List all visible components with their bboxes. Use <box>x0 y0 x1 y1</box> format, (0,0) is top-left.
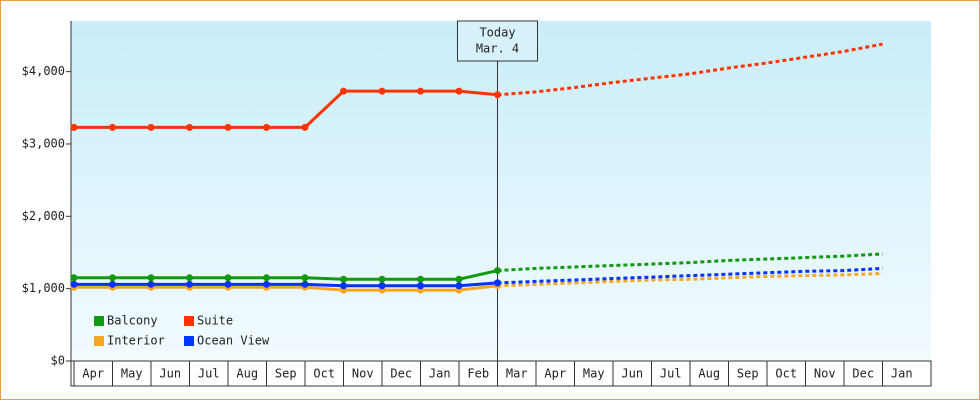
price-point <box>186 274 193 282</box>
legend-swatch <box>94 316 104 326</box>
x-tick-label: Nov <box>352 367 374 381</box>
legend-swatch <box>94 336 104 346</box>
x-tick-label: Aug <box>236 367 258 381</box>
price-point <box>417 87 424 95</box>
price-point <box>224 123 232 131</box>
price-point <box>70 123 78 131</box>
price-point <box>70 274 78 282</box>
price-point <box>340 87 347 95</box>
price-point <box>417 282 424 290</box>
plot-background <box>71 21 931 361</box>
price-point <box>263 274 270 282</box>
x-tick-label: Jun <box>621 367 643 381</box>
x-tick-label: Jun <box>159 367 181 381</box>
price-point <box>263 280 270 288</box>
x-tick-label: Sep <box>737 367 759 381</box>
price-point <box>224 274 232 282</box>
price-point <box>494 267 501 275</box>
y-tick-label: $0 <box>51 354 65 368</box>
price-point <box>186 123 193 131</box>
x-tick-label: Apr <box>544 367 566 381</box>
price-point <box>378 87 386 95</box>
legend-swatch <box>184 336 194 346</box>
y-tick-label: $2,000 <box>22 209 65 223</box>
price-point <box>109 280 116 288</box>
price-point <box>147 274 155 282</box>
forecast-line <box>497 266 883 285</box>
price-point <box>224 280 232 288</box>
x-tick-label: Feb <box>467 367 489 381</box>
price-point <box>340 282 347 290</box>
y-tick-label: $3,000 <box>22 136 65 150</box>
price-point <box>70 280 78 288</box>
forecast-line <box>497 42 883 97</box>
legend-label: Suite <box>197 314 233 328</box>
price-point <box>263 123 270 131</box>
x-tick-label: Oct <box>313 367 335 381</box>
legend-label: Ocean View <box>197 334 270 348</box>
x-tick-label: Nov <box>814 367 836 381</box>
legend-label: Interior <box>107 334 165 348</box>
price-line <box>74 269 498 281</box>
price-point <box>186 280 193 288</box>
x-tick-label: Jan <box>891 367 913 381</box>
price-point <box>147 123 155 131</box>
x-tick-label: Dec <box>852 367 874 381</box>
y-tick-label: $1,000 <box>22 281 65 295</box>
price-line <box>74 281 498 288</box>
x-tick-label: Sep <box>275 367 297 381</box>
price-point <box>455 87 463 95</box>
price-point <box>417 275 424 283</box>
x-axis-band <box>70 360 932 387</box>
today-label: Today <box>479 26 515 40</box>
x-tick-label: Dec <box>390 367 412 381</box>
price-line <box>74 89 498 129</box>
x-tick-label: May <box>121 367 143 381</box>
price-point <box>109 123 116 131</box>
legend-label: Balcony <box>107 314 158 328</box>
x-tick-label: Apr <box>82 367 104 381</box>
x-tick-label: Oct <box>775 367 797 381</box>
x-tick-label: Jan <box>429 367 451 381</box>
price-point <box>109 274 116 282</box>
x-tick-label: Mar <box>506 367 528 381</box>
y-tick-label: $4,000 <box>22 64 65 78</box>
x-tick-label: Jul <box>660 367 682 381</box>
forecast-line <box>497 252 883 273</box>
price-point <box>494 279 501 287</box>
legend-swatch <box>184 316 194 326</box>
price-point <box>455 282 463 290</box>
price-point <box>378 275 386 283</box>
price-point <box>301 123 309 131</box>
forecast-line <box>497 271 883 288</box>
price-line <box>74 284 498 292</box>
price-point <box>455 275 463 283</box>
price-point <box>301 280 309 288</box>
price-point <box>494 91 501 99</box>
x-tick-label: Jul <box>198 367 220 381</box>
price-point <box>301 274 309 282</box>
price-point <box>147 280 155 288</box>
price-point <box>340 275 347 283</box>
x-tick-label: May <box>583 367 605 381</box>
x-tick-label: Aug <box>698 367 720 381</box>
today-label: Mar. 4 <box>476 42 519 56</box>
price-point <box>378 282 386 290</box>
today-box <box>457 20 538 62</box>
